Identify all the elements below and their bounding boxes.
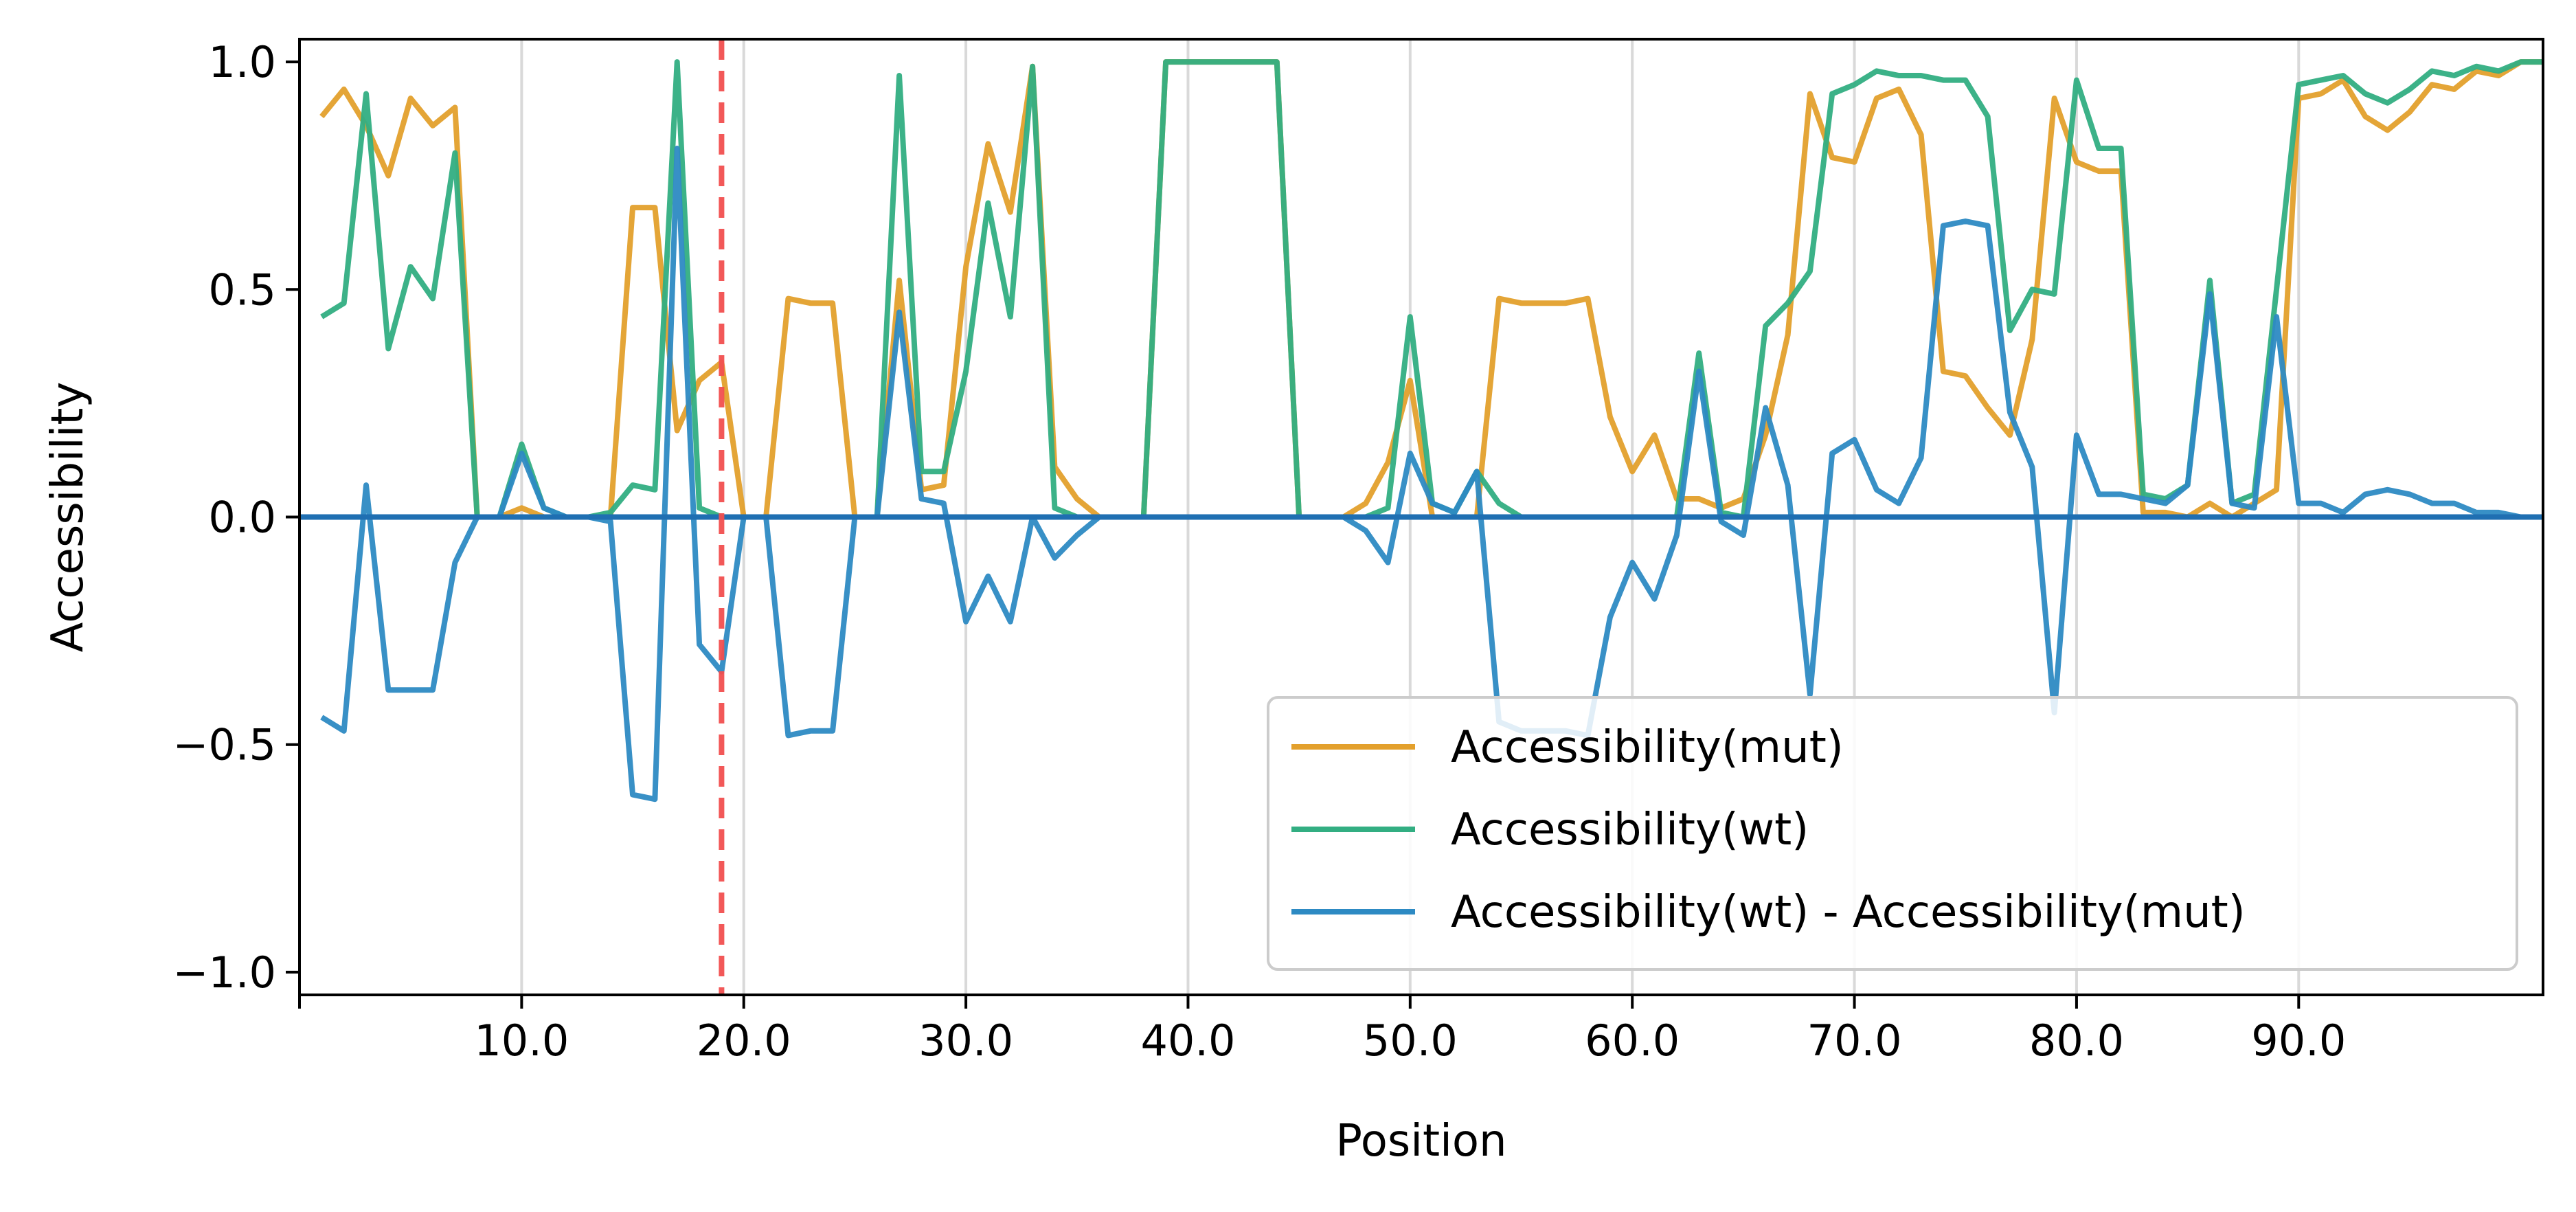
y-tick-label: 0.5 [208, 265, 276, 315]
x-tick-label: 10.0 [474, 1015, 569, 1066]
x-tick-label: 30.0 [918, 1015, 1013, 1066]
y-tick-label: 1.0 [208, 37, 276, 87]
y-tick-label: −0.5 [172, 720, 276, 770]
x-axis-title: Position [1335, 1116, 1506, 1167]
x-tick-label: 90.0 [2251, 1015, 2346, 1066]
y-axis-title: Accessibility [43, 382, 93, 653]
series-line-3 [320, 146, 2543, 803]
legend-box [1267, 696, 2518, 971]
x-tick-label: 50.0 [1363, 1015, 1458, 1066]
legend-label: Accessibility(wt) - Accessibility(mut) [1451, 887, 2246, 938]
x-tick-label: 60.0 [1585, 1015, 1680, 1066]
x-axis-ticks: 10.0 20.0 30.0 40.0 50.0 60.0 70.0 80.0 90.0 [298, 995, 2346, 1066]
legend-label: Accessibility(mut) [1451, 722, 1844, 773]
y-axis-ticks: 1.0 0.5 0.0 −0.5 −1.0 [172, 37, 300, 998]
x-tick-label: 80.0 [2029, 1015, 2124, 1066]
x-tick-label: 40.0 [1140, 1015, 1235, 1066]
y-tick-label: 0.0 [208, 493, 276, 543]
y-tick-label: −1.0 [172, 947, 276, 998]
x-tick-label: 70.0 [1807, 1015, 1902, 1066]
legend-label: Accessibility(wt) [1451, 805, 1809, 855]
legend: Accessibility(mut) Accessibility(wt) Acces… [1267, 696, 2518, 971]
x-tick-label: 20.0 [697, 1015, 791, 1066]
